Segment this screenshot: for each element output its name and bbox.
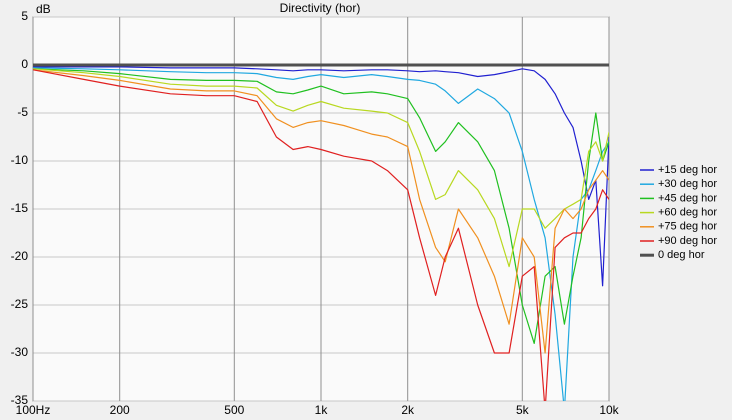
series-line (33, 69, 609, 401)
x-tick-label: 10k (599, 403, 619, 417)
x-tick-label: 1k (315, 403, 329, 417)
x-tick-label: 200 (110, 403, 130, 417)
series-line (33, 69, 609, 354)
y-tick-label: 0 (21, 57, 28, 71)
series-line (33, 67, 609, 401)
series-line (33, 68, 609, 344)
x-tick-label: 5k (516, 403, 530, 417)
y-tick-label: -15 (11, 201, 29, 215)
legend-label: +30 deg hor (658, 178, 717, 190)
legend-label: +60 deg hor (658, 207, 717, 219)
y-tick-label: -20 (11, 249, 29, 263)
series-line (33, 68, 609, 268)
legend-label: +15 deg hor (658, 164, 717, 176)
y-tick-label: -30 (11, 345, 29, 359)
plot-lines (33, 63, 609, 401)
legend-label: +45 deg hor (658, 192, 717, 204)
y-tick-label: -35 (11, 393, 29, 407)
x-tick-label: 2k (401, 403, 415, 417)
x-tick-label: 100Hz (16, 403, 51, 417)
x-tick-label: 500 (224, 403, 244, 417)
y-axis-label: dB (36, 2, 51, 16)
y-tick-label: -25 (11, 297, 29, 311)
legend-label: +90 deg hor (658, 235, 717, 247)
y-tick-label: 5 (21, 9, 28, 23)
y-tick-label: -5 (17, 105, 28, 119)
y-tick-label: -10 (11, 153, 29, 167)
chart-title: Directivity (hor) (280, 1, 361, 15)
legend-label: +75 deg hor (658, 221, 717, 233)
legend-label: 0 deg hor (658, 249, 705, 261)
series-line (33, 66, 609, 287)
